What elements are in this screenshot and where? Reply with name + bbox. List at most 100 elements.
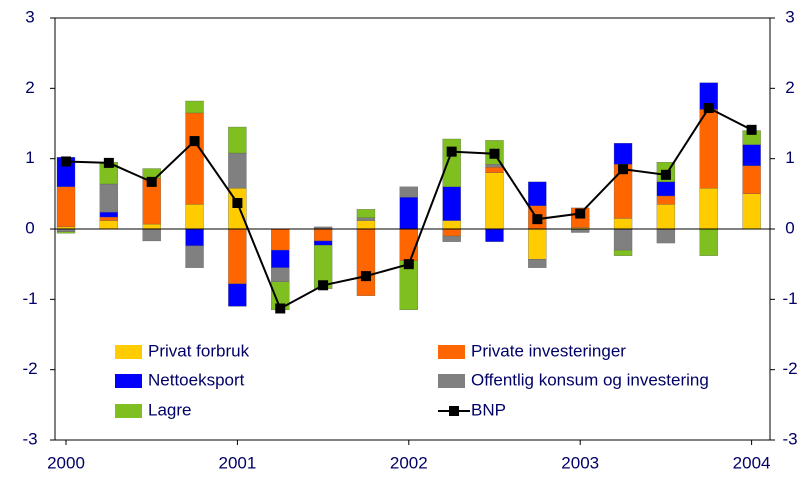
bar-segment <box>485 166 504 173</box>
bar-segment <box>185 228 204 247</box>
bnp-marker <box>746 124 757 135</box>
bar-segment <box>271 249 290 268</box>
bar-segment <box>442 235 461 242</box>
bar-segment <box>356 220 376 230</box>
bar-segment <box>742 144 761 166</box>
legend-label: Privat forbruk <box>148 341 250 360</box>
bar-segment <box>571 228 590 233</box>
bnp-marker <box>360 271 371 282</box>
y2-tick-label: -1 <box>782 289 797 308</box>
bar-segment <box>613 218 633 230</box>
bar-segment <box>99 211 118 218</box>
bar-segment <box>656 204 676 230</box>
bar-segment <box>185 204 204 230</box>
bar-segment <box>442 186 461 221</box>
bnp-marker <box>318 280 329 291</box>
x-tick-label: 2002 <box>390 453 428 472</box>
bar-segment <box>485 228 504 242</box>
legend-label: Offentlig konsum og investering <box>471 370 709 389</box>
bar-segment <box>185 100 204 114</box>
bar-segment <box>699 109 718 189</box>
bar-segment <box>742 165 761 194</box>
bar-segment <box>656 228 676 244</box>
bar-segment <box>399 186 418 198</box>
bnp-marker <box>532 214 543 225</box>
bar-segment <box>56 186 76 228</box>
bar-segment <box>742 193 761 230</box>
bar-segment <box>356 217 376 221</box>
bar-segment <box>356 228 376 296</box>
legend-label: Lagre <box>148 400 191 419</box>
legend-marker <box>449 406 459 416</box>
legend-swatch <box>438 345 465 359</box>
y2-tick-label: -3 <box>782 429 797 448</box>
bar-segment <box>228 228 247 285</box>
bar-segment <box>528 228 547 260</box>
bnp-marker <box>103 157 114 168</box>
legend-swatch <box>115 404 142 418</box>
bar-segment <box>442 138 461 187</box>
bnp-marker <box>61 156 71 167</box>
y-tick-label: 3 <box>25 7 34 26</box>
bar-segment <box>442 220 461 230</box>
bnp-marker <box>189 136 200 147</box>
bnp-marker <box>575 208 586 219</box>
bar-segment <box>699 188 718 230</box>
y-tick-label: 0 <box>25 218 34 237</box>
bar-segment <box>99 220 118 230</box>
x-tick-label: 2003 <box>561 453 599 472</box>
y2-tick-label: 3 <box>785 7 794 26</box>
bnp-marker <box>618 164 629 175</box>
bnp-marker <box>275 303 286 314</box>
y2-tick-label: -2 <box>782 359 797 378</box>
bar-segment <box>142 228 161 242</box>
x-tick-label: 2001 <box>218 453 256 472</box>
bar-segment <box>442 228 461 237</box>
bar-segment <box>271 228 290 251</box>
bnp-marker <box>660 169 671 180</box>
bar-segment <box>313 228 333 242</box>
x-tick-label: 2004 <box>733 453 771 472</box>
bar-segment <box>656 195 676 205</box>
y2-tick-label: 1 <box>785 148 794 167</box>
y-tick-label: 1 <box>25 148 34 167</box>
y-tick-label: -2 <box>22 359 37 378</box>
bar-segment <box>528 181 547 206</box>
bar-segment <box>656 181 676 197</box>
x-tick-label: 2000 <box>47 453 85 472</box>
bnp-marker <box>232 197 243 208</box>
legend-swatch <box>115 374 142 388</box>
bnp-marker <box>703 103 714 114</box>
bar-segment <box>271 267 290 282</box>
legend-label: Nettoeksport <box>148 370 245 389</box>
y-tick-label: 2 <box>25 78 34 97</box>
bar-segment <box>313 240 333 246</box>
bar-segment <box>56 231 76 234</box>
y2-tick-label: 0 <box>785 218 794 237</box>
bar-segment <box>528 259 547 268</box>
bnp-marker <box>146 176 157 187</box>
y-tick-label: -1 <box>22 289 37 308</box>
bar-segment <box>142 223 161 230</box>
bnp-marker <box>446 146 457 157</box>
bar-segment <box>613 143 633 165</box>
bar-segment <box>485 172 504 230</box>
bar-segment <box>613 228 633 251</box>
bnp-marker <box>403 259 414 270</box>
bar-segment <box>185 245 204 268</box>
bar-segment <box>399 197 418 230</box>
legend-label: Private investeringer <box>471 341 626 360</box>
y-tick-label: -3 <box>22 429 37 448</box>
bar-segment <box>356 209 376 218</box>
bar-segment <box>99 183 118 213</box>
bar-segment <box>99 216 118 221</box>
bar-segment <box>699 228 718 256</box>
legend-swatch <box>438 374 465 388</box>
bar-segment <box>185 112 204 205</box>
legend-label: BNP <box>471 400 506 419</box>
legend-swatch <box>115 345 142 359</box>
bnp-marker <box>489 148 500 159</box>
bar-segment <box>228 126 247 154</box>
bar-segment <box>228 152 247 189</box>
